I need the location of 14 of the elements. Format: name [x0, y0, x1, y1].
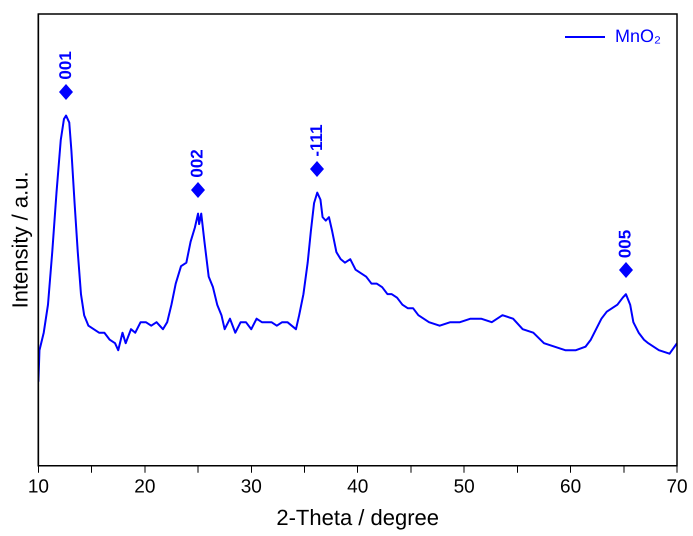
annotation: -111 — [306, 124, 326, 157]
x-tick-label: 20 — [134, 476, 156, 498]
x-tick-label: 70 — [666, 476, 688, 498]
x-tick-label: 60 — [560, 476, 582, 498]
x-tick-label: 30 — [240, 476, 262, 498]
x-tick-label: 10 — [28, 476, 49, 498]
legend-label: MnO₂ — [615, 26, 661, 47]
annotation: 002 — [188, 149, 207, 178]
annotation: 005 — [616, 230, 635, 258]
y-axis-title: Intensity / a.u. — [7, 171, 32, 308]
annotation: 001 — [56, 51, 75, 80]
x-tick-label: 50 — [454, 476, 475, 498]
x-axis-title: 2-Theta / degree — [276, 504, 440, 530]
x-tick-label: 40 — [347, 476, 368, 498]
